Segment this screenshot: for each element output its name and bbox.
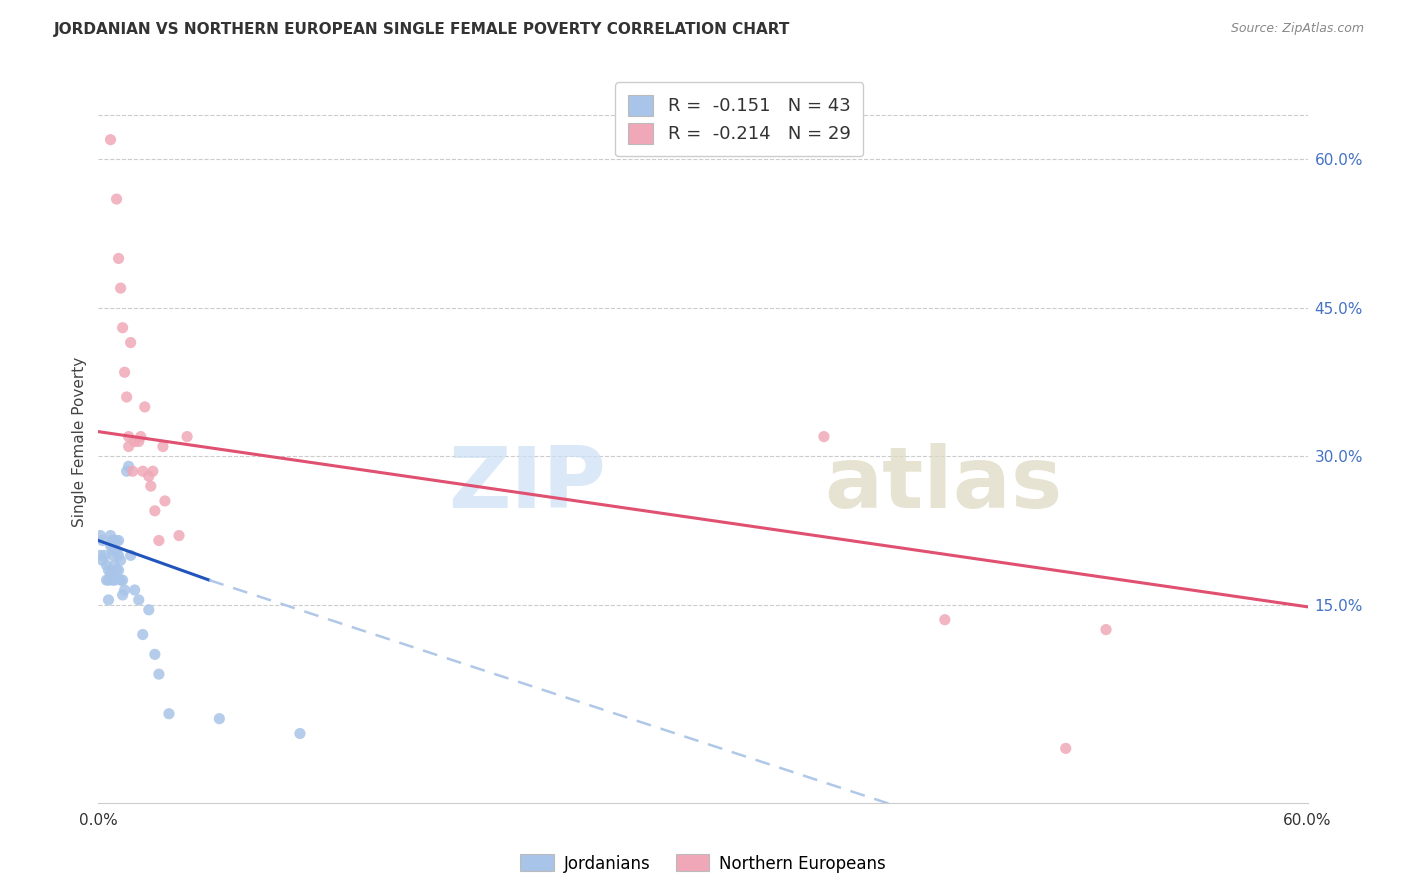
Point xyxy=(110,281,132,295)
Point xyxy=(148,533,170,548)
Point xyxy=(100,133,122,147)
Point xyxy=(93,549,115,563)
Point xyxy=(115,390,138,404)
Point xyxy=(101,549,124,563)
Point xyxy=(105,533,128,548)
Point xyxy=(120,335,142,350)
Point xyxy=(813,429,835,443)
Point xyxy=(101,533,124,548)
Point xyxy=(97,573,120,587)
Point xyxy=(143,504,166,518)
Point xyxy=(1054,741,1077,756)
Point xyxy=(107,533,129,548)
Point xyxy=(153,494,176,508)
Point xyxy=(103,573,125,587)
Point xyxy=(100,528,122,542)
Text: ZIP: ZIP xyxy=(449,443,606,526)
Text: atlas: atlas xyxy=(824,443,1062,526)
Point xyxy=(1095,623,1118,637)
Point xyxy=(105,543,128,558)
Point xyxy=(138,469,160,483)
Point xyxy=(167,528,190,542)
Point xyxy=(91,533,114,548)
Point xyxy=(111,320,134,334)
Point xyxy=(176,429,198,443)
Point xyxy=(105,563,128,577)
Point xyxy=(143,648,166,662)
Point xyxy=(100,568,122,582)
Point xyxy=(157,706,180,721)
Point xyxy=(89,549,111,563)
Point xyxy=(118,459,141,474)
Point xyxy=(128,593,150,607)
Point xyxy=(111,588,134,602)
Point xyxy=(105,192,128,206)
Point xyxy=(208,712,231,726)
Point xyxy=(934,613,956,627)
Point xyxy=(97,593,120,607)
Point xyxy=(107,563,129,577)
Point xyxy=(124,434,146,449)
Point xyxy=(121,464,143,478)
Point xyxy=(142,464,165,478)
Point xyxy=(103,558,125,573)
Point xyxy=(132,464,155,478)
Point xyxy=(118,440,141,454)
Point xyxy=(91,553,114,567)
Point xyxy=(89,528,111,542)
Text: JORDANIAN VS NORTHERN EUROPEAN SINGLE FEMALE POVERTY CORRELATION CHART: JORDANIAN VS NORTHERN EUROPEAN SINGLE FE… xyxy=(53,22,790,37)
Point xyxy=(118,429,141,443)
Point xyxy=(96,573,118,587)
Point xyxy=(148,667,170,681)
Point xyxy=(128,434,150,449)
Point xyxy=(103,533,125,548)
Point xyxy=(120,549,142,563)
Legend: Jordanians, Northern Europeans: Jordanians, Northern Europeans xyxy=(513,847,893,880)
Y-axis label: Single Female Poverty: Single Female Poverty xyxy=(72,357,87,526)
Point xyxy=(134,400,156,414)
Point xyxy=(139,479,162,493)
Point xyxy=(107,252,129,266)
Point xyxy=(114,365,136,379)
Point xyxy=(129,429,152,443)
Text: Source: ZipAtlas.com: Source: ZipAtlas.com xyxy=(1230,22,1364,36)
Point xyxy=(110,573,132,587)
Point xyxy=(97,563,120,577)
Point xyxy=(101,573,124,587)
Point xyxy=(288,726,311,740)
Point xyxy=(124,582,146,597)
Point xyxy=(107,549,129,563)
Point xyxy=(138,603,160,617)
Point xyxy=(110,553,132,567)
Legend: R =  -0.151   N = 43, R =  -0.214   N = 29: R = -0.151 N = 43, R = -0.214 N = 29 xyxy=(616,82,863,156)
Point xyxy=(115,464,138,478)
Point xyxy=(152,440,174,454)
Point xyxy=(96,558,118,573)
Point xyxy=(111,573,134,587)
Point xyxy=(101,543,124,558)
Point xyxy=(100,539,122,553)
Point xyxy=(114,582,136,597)
Point xyxy=(132,627,155,641)
